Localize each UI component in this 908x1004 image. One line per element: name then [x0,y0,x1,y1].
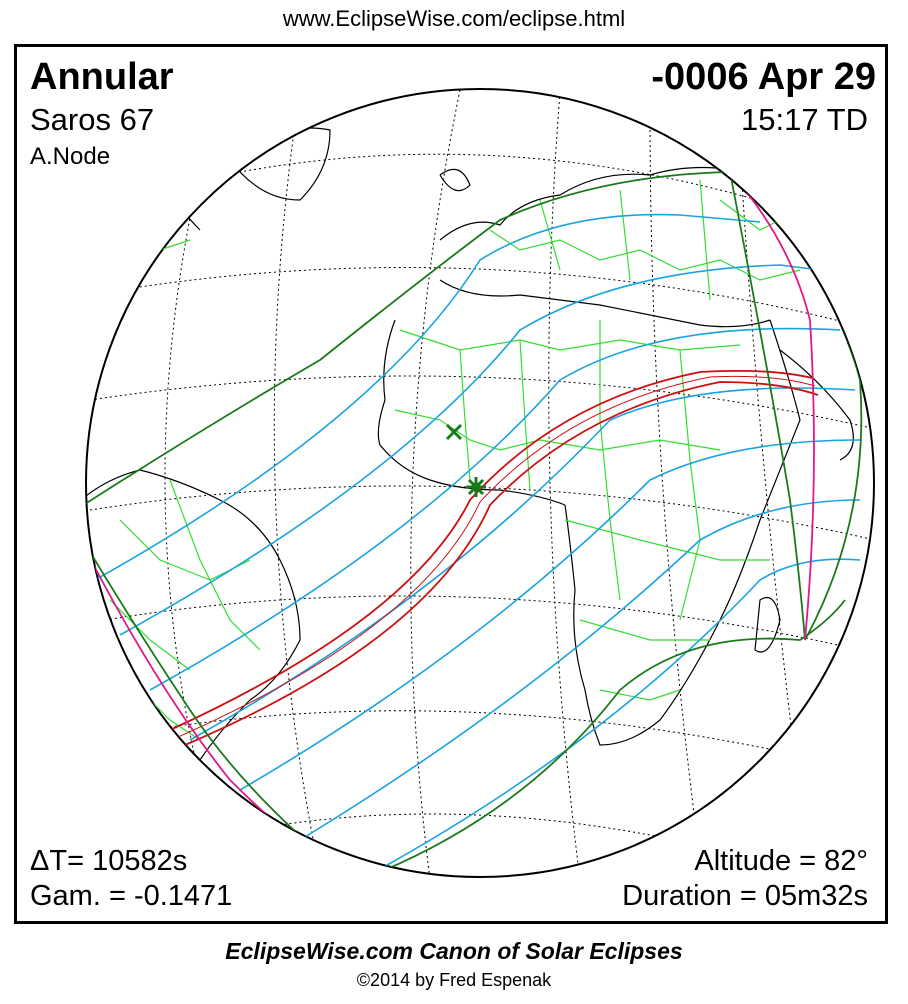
east-set-curve [729,171,806,641]
delta-t: ΔT= 10582s [30,845,188,877]
figure-frame [14,44,888,924]
west-rise-curve [86,514,356,877]
path-center [177,375,816,738]
path-south-limit [184,381,819,746]
path-north-limit [169,369,813,731]
eclipse-type: Annular [30,56,174,98]
eclipse-globe-map [85,88,875,878]
node-label: A.Node [30,143,111,170]
gamma-value: Gam. = -0.1471 [30,880,233,912]
sun-altitude: Altitude = 82° [694,845,868,877]
eclipse-time: 15:17 TD [741,102,868,137]
canon-title: EclipseWise.com Canon of Solar Eclipses [225,938,683,964]
site-url: www.EclipseWise.com/eclipse.html [282,6,626,31]
annular-path [169,369,819,746]
eclipse-date: -0006 Apr 29 [651,56,876,98]
star-icon [466,477,486,497]
cross-icon [445,423,463,441]
saros-number: Saros 67 [30,102,155,137]
annular-duration: Duration = 05m32s [622,880,868,912]
copyright: ©2014 by Fred Espenak [356,970,552,990]
north-limit [86,171,731,516]
sunset-curve [729,171,815,641]
